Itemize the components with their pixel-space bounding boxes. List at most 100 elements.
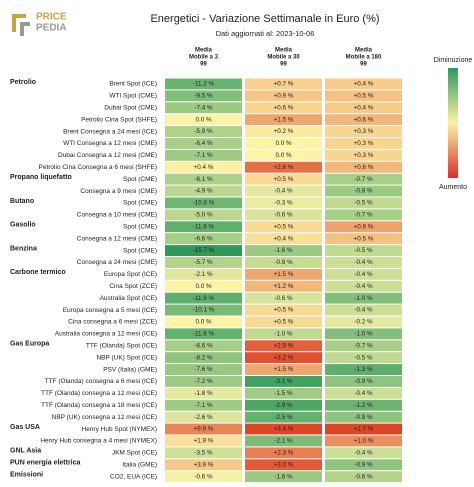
logo-text: PRICE	[36, 12, 67, 23]
cell-value: -0.6 %	[194, 473, 213, 480]
heat-cell	[245, 447, 322, 459]
cell-value: -1.0 %	[274, 331, 293, 338]
cell-value: -0.3 %	[274, 200, 293, 207]
row-label: TTF (Olanda) consegna a 18 mesi (ICE)	[41, 402, 157, 409]
group-label: Benzina	[10, 245, 37, 252]
heat-cell	[165, 173, 242, 185]
heat-cell	[245, 149, 322, 161]
heat-cell	[245, 245, 322, 256]
heat-cell	[245, 209, 322, 221]
heat-cell	[325, 221, 402, 233]
heat-cell	[325, 471, 402, 483]
group-label: Propano liquefatto	[10, 174, 72, 181]
cell-value: +1.5 %	[274, 271, 294, 278]
cell-value: +2.6 %	[274, 164, 294, 171]
heat-cell	[325, 399, 402, 411]
cell-value: -5.9 %	[194, 128, 213, 135]
row-label: Australia consegna a 12 mesi (ICE)	[55, 331, 157, 338]
heat-cell	[165, 352, 242, 364]
heat-cell	[165, 280, 242, 292]
cell-value: +1.0 %	[354, 438, 374, 445]
cell-value: -11.6 %	[193, 331, 215, 338]
cell-value: -2.6 %	[194, 414, 213, 421]
cell-value: -5.0 %	[194, 212, 213, 219]
heat-cell	[165, 292, 242, 304]
cell-value: -7.4 %	[194, 104, 213, 111]
cell-value: +0.4 %	[274, 235, 294, 242]
group-label: Gas Europa	[10, 341, 49, 348]
heat-cell	[165, 185, 242, 197]
cell-value: +2.3 %	[274, 450, 294, 457]
cell-value: -0.9 %	[354, 414, 373, 421]
heat-cell	[325, 209, 402, 221]
cell-value: 0.0 %	[195, 116, 212, 123]
row-label: Brent Spot (ICE)	[109, 81, 157, 88]
group-label: Gasolio	[10, 222, 36, 229]
heat-cell	[325, 435, 402, 447]
group-label: Petrolio	[10, 79, 36, 86]
cell-value: -5.7 %	[194, 259, 213, 266]
heat-cell	[165, 268, 242, 280]
heat-cell	[165, 209, 242, 221]
heat-cell	[325, 173, 402, 185]
cell-value: -0.6 %	[274, 295, 293, 302]
cell-value: +0.5 %	[274, 307, 294, 314]
cell-value: -7.6 %	[194, 366, 213, 373]
cell-value: +3.9 %	[194, 461, 214, 468]
heat-cell	[245, 90, 322, 102]
heat-cell	[245, 233, 322, 245]
heat-cell	[165, 221, 242, 233]
row-label: WTI Spot (CME)	[109, 93, 157, 100]
column-header: Media	[355, 48, 373, 54]
column-header: 99	[360, 62, 367, 68]
heat-cell	[325, 376, 402, 387]
heat-cell	[325, 304, 402, 316]
heat-cell	[165, 149, 242, 161]
row-label: Consegna a 12 mesi (CME)	[77, 235, 157, 242]
cell-value: +2.9 %	[274, 342, 294, 349]
heat-cell	[165, 340, 242, 352]
cell-value: -7.1 %	[194, 152, 213, 159]
cell-value: +1.7 %	[354, 426, 374, 433]
cell-value: -0.4 %	[274, 188, 293, 195]
title: Energetici - Variazione Settimanale in E…	[150, 13, 379, 25]
heat-cell	[245, 471, 322, 483]
row-label: PSV (Italia) (GME)	[103, 366, 157, 373]
heat-cell	[245, 173, 322, 185]
cell-value: -1.6 %	[274, 247, 293, 254]
cell-value: +9.9 %	[194, 426, 214, 433]
heat-cell	[165, 233, 242, 245]
heat-cell	[165, 257, 242, 268]
cell-value: -0.8 %	[354, 188, 373, 195]
heat-cell	[325, 197, 402, 209]
heat-cell	[325, 257, 402, 268]
heat-cell	[165, 328, 242, 340]
heat-cell	[245, 161, 322, 173]
cell-value: +0.3 %	[354, 152, 374, 159]
heat-cell	[165, 126, 242, 137]
heat-cell	[165, 304, 242, 316]
heat-cell	[245, 340, 322, 352]
column-header: Mobile a 30	[267, 55, 300, 61]
cell-value: +1.5 %	[274, 366, 294, 373]
row-label: Italia (GME)	[122, 461, 157, 468]
column-header: 99	[200, 62, 207, 68]
heat-cell	[165, 90, 242, 102]
row-label: CO2, EUA (ICE)	[110, 473, 157, 480]
heat-cell	[245, 411, 322, 423]
row-label: TTF (Olanda) Spot (ICE)	[86, 342, 157, 349]
heat-cell	[245, 304, 322, 316]
row-label: Spot (CME)	[123, 176, 157, 183]
heat-cell	[165, 399, 242, 411]
heat-cell	[325, 352, 402, 364]
column-header: Media	[195, 48, 213, 54]
cell-value: 0.0 %	[275, 140, 292, 147]
cell-value: 0.0 %	[195, 283, 212, 290]
heat-cell	[245, 185, 322, 197]
row-label: Petrolio Cina Consegna a 6 mesi (SHFE)	[39, 164, 158, 171]
heat-cell	[165, 423, 242, 435]
cell-value: +0.2 %	[274, 128, 294, 135]
heat-cell	[165, 364, 242, 375]
column-header: Mobile a 180	[346, 55, 382, 61]
heat-cell	[245, 78, 322, 90]
